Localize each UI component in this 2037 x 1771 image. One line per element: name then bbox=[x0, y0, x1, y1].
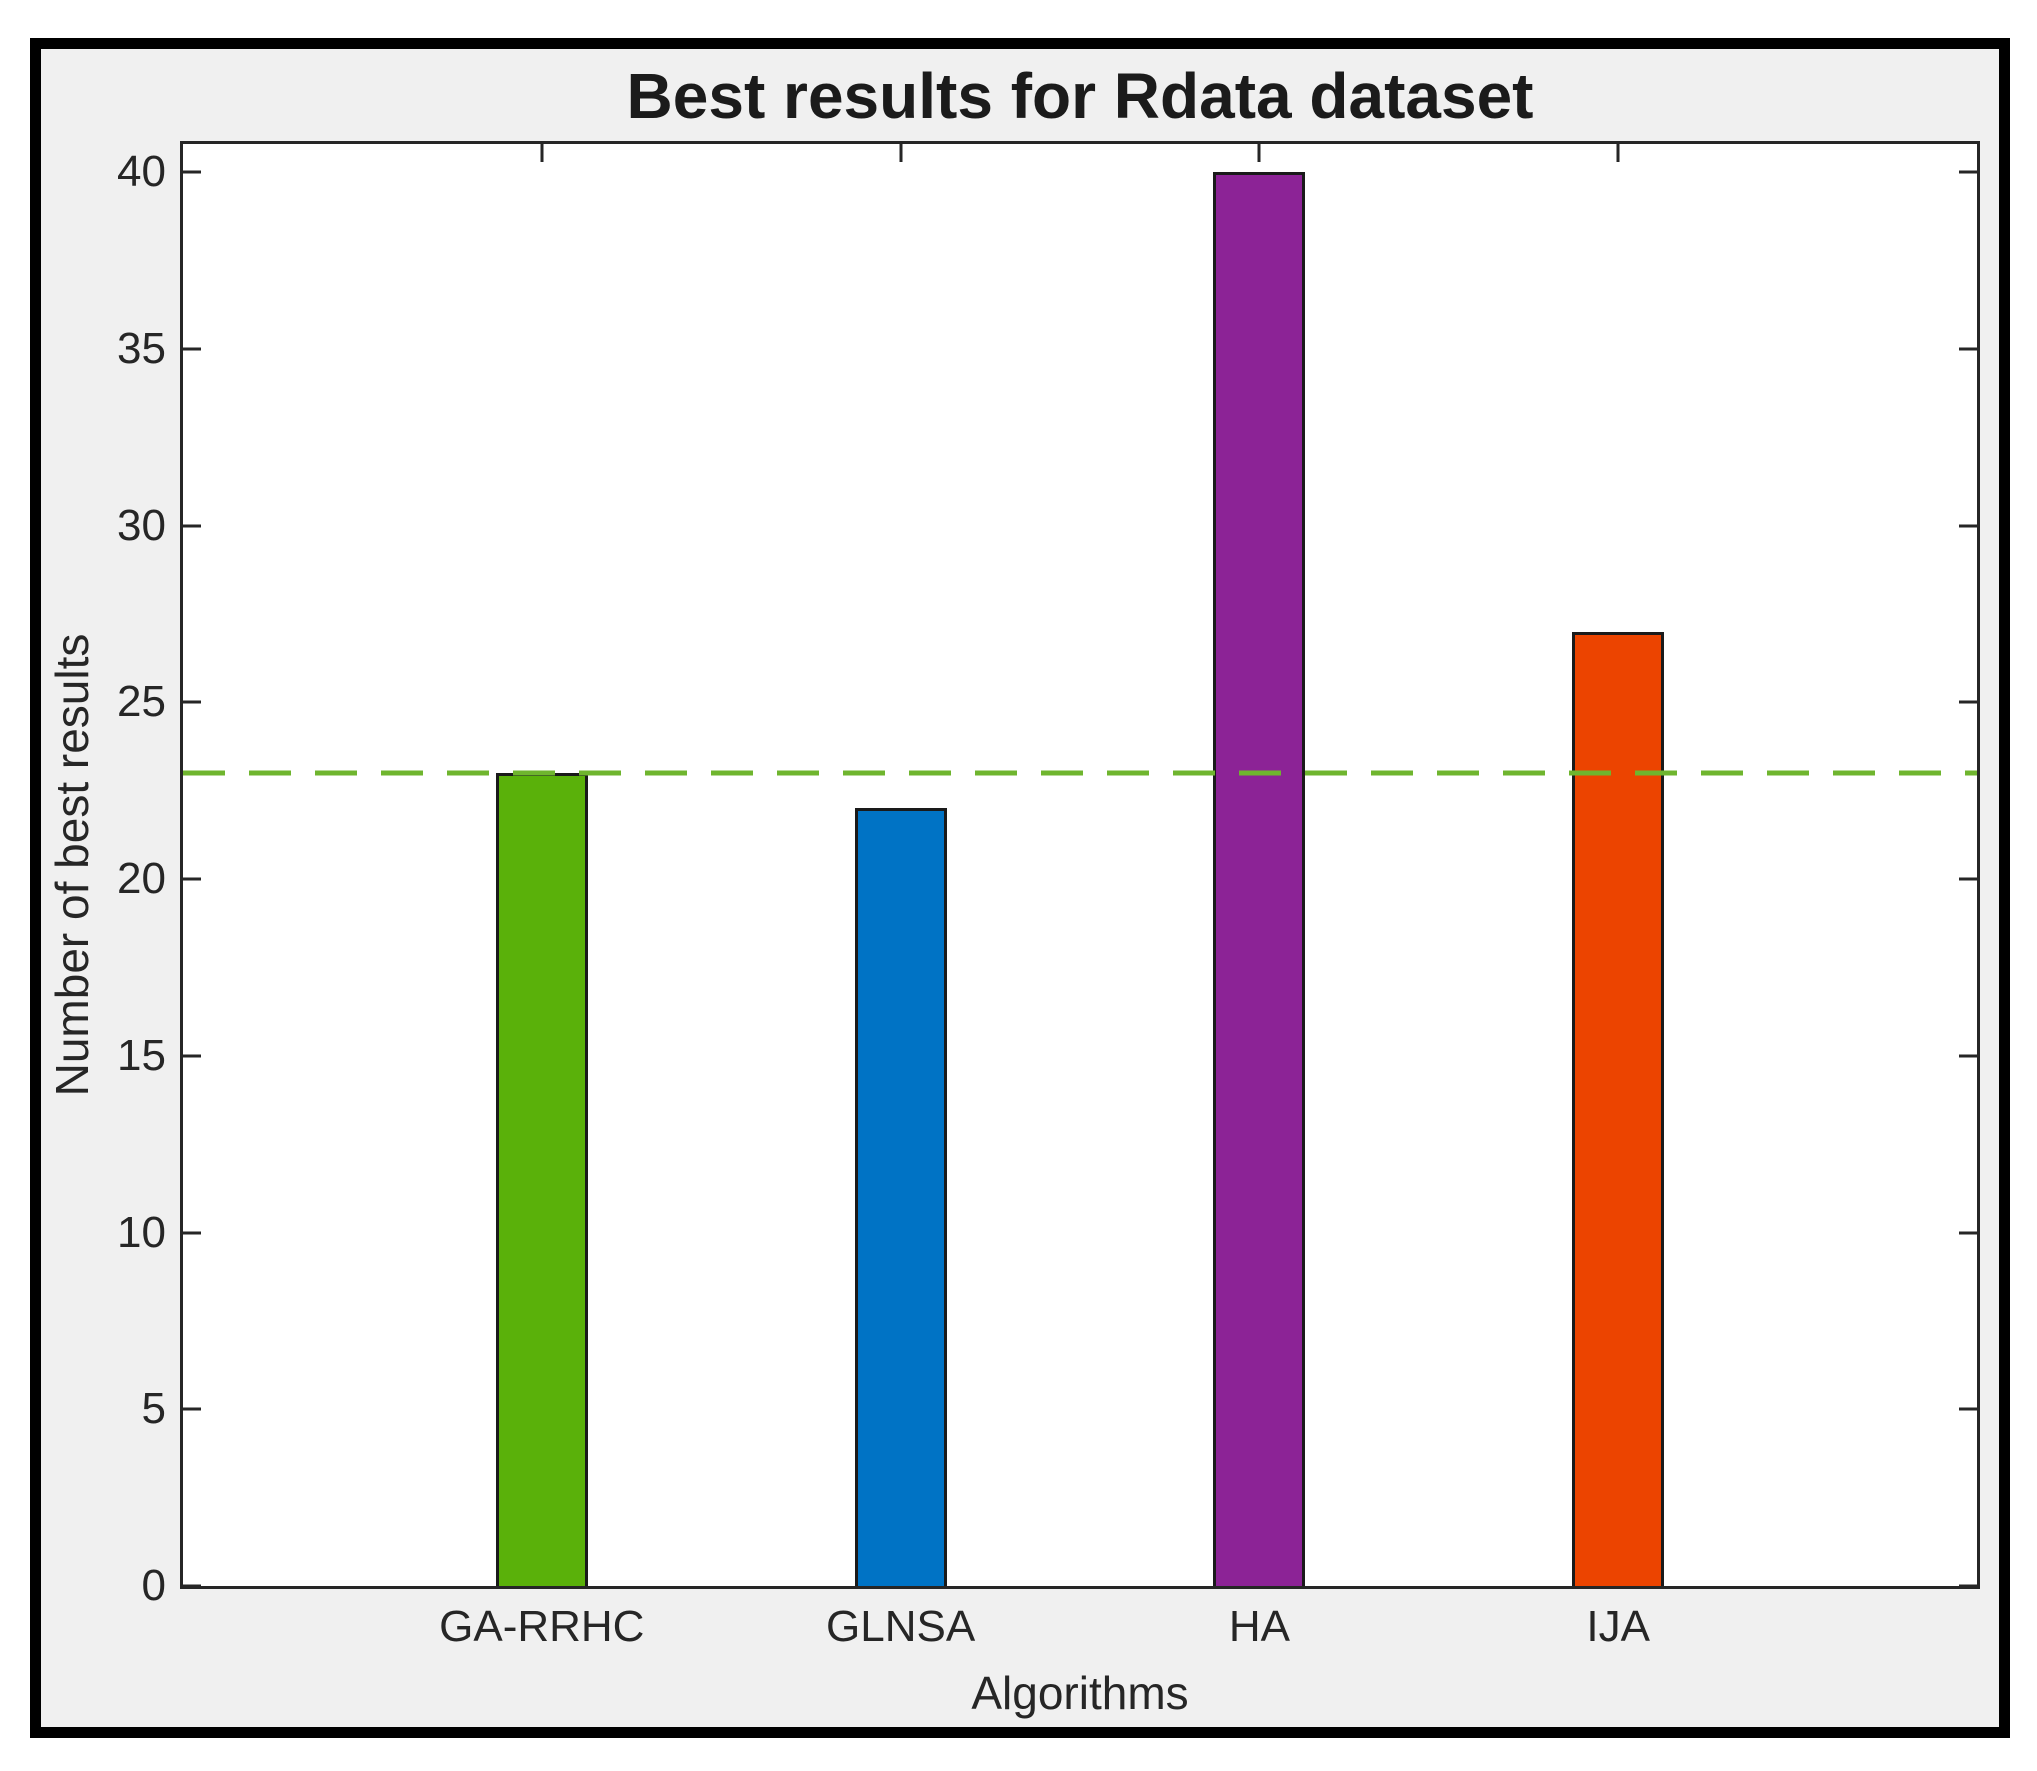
x-tick-label: HA bbox=[1228, 1602, 1290, 1651]
y-tick-mark-right bbox=[1959, 1054, 1977, 1058]
chart-title: Best results for Rdata dataset bbox=[626, 60, 1534, 132]
x-tick-mark-top bbox=[1257, 144, 1261, 162]
y-tick-mark-left bbox=[183, 524, 201, 528]
y-tick-label: 30 bbox=[117, 500, 166, 550]
y-tick-mark-left bbox=[183, 1054, 201, 1058]
y-tick-mark-left bbox=[183, 347, 201, 351]
y-tick-mark-left bbox=[183, 877, 201, 881]
y-tick-mark-left bbox=[183, 170, 201, 174]
bar-glnsa bbox=[854, 808, 947, 1586]
x-tick-mark-top bbox=[1616, 144, 1620, 162]
y-tick-mark-right bbox=[1959, 347, 1977, 351]
y-tick-mark-left bbox=[183, 1584, 201, 1588]
y-tick-mark-left bbox=[183, 1231, 201, 1235]
y-tick-mark-right bbox=[1959, 700, 1977, 704]
y-tick-mark-right bbox=[1959, 877, 1977, 881]
x-axis-label: Algorithms bbox=[971, 1667, 1189, 1719]
y-tick-mark-right bbox=[1959, 1407, 1977, 1411]
x-tick-label: GLNSA bbox=[826, 1602, 976, 1651]
y-tick-label: 25 bbox=[117, 677, 166, 727]
y-tick-mark-right bbox=[1959, 1584, 1977, 1588]
y-tick-label: 20 bbox=[117, 854, 166, 904]
x-tick-label: IJA bbox=[1586, 1602, 1650, 1651]
y-tick-label: 5 bbox=[141, 1384, 166, 1434]
y-axis-label: Number of best results bbox=[46, 633, 98, 1097]
bar-ga-rrhc bbox=[495, 773, 588, 1586]
plot-area: 0 5 10 15 20 25 30 35 40 GA-RRHC GLNSA HA IJA bbox=[117, 141, 1980, 1651]
x-tick-mark-top bbox=[899, 144, 903, 162]
y-tick-mark-right bbox=[1959, 170, 1977, 174]
bar-ha bbox=[1213, 172, 1306, 1586]
x-tick-mark-top bbox=[540, 144, 544, 162]
y-tick-mark-right bbox=[1959, 524, 1977, 528]
y-tick-label: 10 bbox=[117, 1207, 166, 1257]
y-tick-label: 35 bbox=[117, 323, 166, 373]
y-tick-label: 15 bbox=[117, 1030, 166, 1080]
y-tick-label: 0 bbox=[141, 1561, 166, 1610]
y-tick-mark-right bbox=[1959, 1231, 1977, 1235]
figure-frame: Best results for Rdata dataset 0 5 10 15 20 2… bbox=[30, 38, 2010, 1738]
reference-dashed-line bbox=[183, 770, 1977, 776]
x-tick-label: GA-RRHC bbox=[439, 1602, 645, 1651]
bar-ija bbox=[1572, 631, 1665, 1586]
y-tick-mark-left bbox=[183, 1407, 201, 1411]
y-tick-label: 40 bbox=[117, 147, 166, 197]
y-tick-mark-left bbox=[183, 700, 201, 704]
